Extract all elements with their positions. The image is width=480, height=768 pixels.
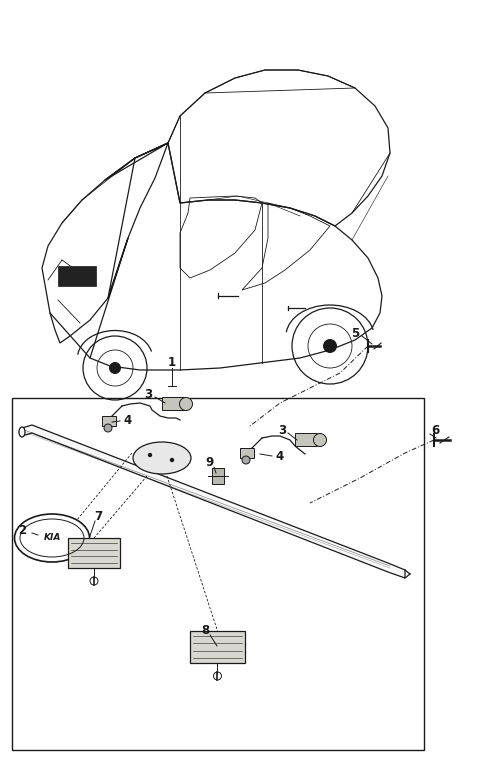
Circle shape (242, 456, 250, 464)
Text: 4: 4 (276, 449, 284, 462)
Ellipse shape (133, 442, 191, 474)
Text: 1: 1 (168, 356, 176, 369)
Bar (162, 397, 184, 410)
Circle shape (180, 398, 192, 411)
Text: 2: 2 (18, 524, 26, 537)
Text: 3: 3 (278, 423, 286, 436)
Ellipse shape (14, 514, 89, 562)
Bar (190, 631, 245, 663)
Bar (295, 433, 317, 446)
Bar (58, 266, 96, 286)
Text: 5: 5 (351, 326, 359, 339)
Circle shape (170, 458, 174, 462)
Circle shape (148, 453, 152, 457)
Bar (212, 468, 224, 484)
Bar (12, 398, 424, 750)
Text: 3: 3 (144, 388, 152, 400)
Bar (240, 448, 254, 458)
Text: 6: 6 (431, 423, 439, 436)
Circle shape (109, 362, 121, 374)
Polygon shape (22, 425, 405, 578)
Text: 4: 4 (124, 413, 132, 426)
Text: 9: 9 (206, 456, 214, 469)
Circle shape (313, 433, 326, 446)
Circle shape (104, 424, 112, 432)
Bar (68, 538, 120, 568)
Bar (102, 416, 116, 426)
Text: 7: 7 (94, 509, 102, 522)
Text: KIA: KIA (43, 534, 60, 542)
Circle shape (323, 339, 337, 353)
Text: 8: 8 (201, 624, 209, 637)
Ellipse shape (19, 427, 25, 437)
